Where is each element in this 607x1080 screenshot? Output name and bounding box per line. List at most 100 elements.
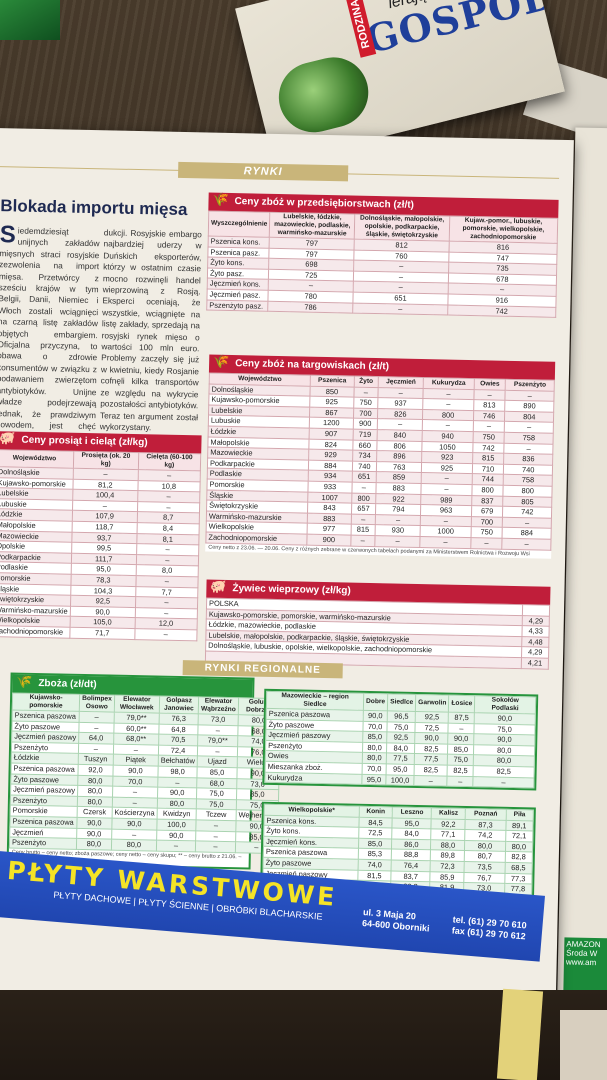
table-cell: 89,8 [430, 850, 465, 862]
table-cell: 786 [268, 300, 354, 314]
article-column-2: dukcji. Rosyjskie embargo najbardziej ud… [100, 227, 202, 434]
table-cell: 742 [447, 304, 556, 318]
column-header: Kujaw.-pomor., lubuskie, pomorskie, wiel… [449, 216, 558, 244]
table-cell: 73,0 [198, 713, 239, 726]
ad-phone: tel. (61) 29 70 610 fax (61) 29 70 612 [451, 914, 527, 942]
table-cell: 900 [307, 534, 351, 546]
table-cell: 72,5 [358, 827, 393, 839]
table-cell: 4,29 [521, 647, 549, 659]
table-title: Żywiec wieprzowy (zł/kg) [232, 583, 351, 597]
table-cell: 72,1 [505, 830, 533, 842]
data-table: Województwo Prosięta (ok. 20 kg) Cielęta (… [0, 449, 201, 641]
table-cell: 88,8 [391, 849, 431, 861]
table-cell: – [473, 389, 506, 401]
data-table: Województwo Pszenica Żyto Jęczmień Kukurydza… [205, 373, 555, 551]
table-cell: 76,4 [391, 859, 431, 872]
table-cell: 74,2 [465, 829, 506, 842]
table-cell: 750 [472, 431, 505, 443]
table-cell: 89,1 [505, 819, 534, 832]
table-cell: 82,5 [414, 743, 449, 755]
pig-icon: 🐖 [0, 430, 16, 446]
table-cell: 95,0 [392, 817, 432, 829]
table-cell: 90,0 [157, 787, 197, 799]
table-cell: Jęczmień pasz. [206, 288, 269, 301]
table-cell: Warmińsko-mazurskie [0, 604, 71, 617]
table-cell: Żyto pasz. [207, 267, 269, 280]
table-cell: – [350, 534, 376, 547]
table-cell: 660 [352, 439, 378, 451]
table-cell: Podlaskie [0, 561, 72, 575]
column-header: Żyto [353, 376, 379, 388]
table-cell: 900 [352, 418, 378, 430]
column-header: Owies [473, 378, 506, 390]
table-cell: 70,0 [362, 720, 388, 733]
table-cell: 815 [350, 524, 376, 536]
table-title: Ceny zbóż na targowiskach (zł/t) [235, 358, 390, 373]
table-cell: – [413, 775, 448, 787]
column-header: Kalisz [431, 807, 466, 820]
table-cell: 80,0 [76, 838, 112, 850]
table-cell: – [420, 536, 471, 549]
table-cell: 71,7 [69, 627, 135, 640]
article-text-1: iedemdziesiąt unijnych zakładów mięsnych… [0, 225, 100, 454]
table-cell: 651 [351, 471, 377, 483]
table-cell: 700 [353, 407, 378, 419]
table-cell: Jęczmień kons. [207, 278, 269, 291]
table-cell: 80,0 [464, 840, 506, 852]
table-cell: Małopolskie [0, 519, 73, 532]
article-column-1: S iedemdziesiąt unijnych zakładów mięsny… [0, 221, 100, 455]
table-cell: 90,0 [76, 827, 112, 840]
table-cell: 92,2 [431, 818, 466, 830]
table-cell: 90,0 [363, 710, 388, 722]
table-przedsiebiorstwa: 🌾 Ceny zbóż w przedsiębiorstwach (zł/t) W… [206, 192, 559, 318]
pig-icon: 🐖 [210, 578, 227, 594]
table-cell: 77,5 [386, 753, 415, 765]
column-header: Sokołów Podlaski [474, 695, 536, 714]
column-header: Województwo [0, 449, 74, 469]
table-cell: 80,0 [157, 797, 197, 810]
table-cell: Żyto paszowe [11, 720, 80, 733]
table-cell: Pszenica paszowa [12, 710, 80, 723]
table-cell: – [448, 722, 475, 734]
table-cell: 86,0 [391, 838, 432, 851]
column-header: Piła [505, 809, 534, 821]
column-header: Elewator Wąbrzeźno [198, 696, 239, 715]
table-cell: Świętokrzyskie [0, 593, 71, 606]
table-cell: 84,0 [391, 828, 432, 840]
column-header: Prosięta (ok. 20 kg) [73, 451, 139, 470]
table-cell: 746 [473, 410, 506, 422]
table-cell: 100,0 [156, 819, 197, 831]
table-cell: 73,5 [464, 861, 505, 873]
table-cell: – [195, 830, 236, 842]
table-cell: Dolnośląskie [0, 466, 74, 479]
table-cell: 800 [471, 484, 504, 496]
table-cell: 85,0 [362, 731, 387, 743]
table-cell: 710 [472, 463, 505, 475]
table-cell: 90,0 [76, 817, 112, 829]
table-cell: 87,5 [448, 712, 475, 724]
table-cell: Kościerzyna [111, 807, 158, 820]
table-cell: Śląskie [0, 583, 71, 596]
data-table: Mazowieckie – region Siedlce Dobre Siedlce… [264, 691, 536, 789]
table-cell: – [472, 420, 505, 433]
table-cell: Ujazd [197, 756, 238, 768]
table-cell: – [197, 724, 238, 736]
table-cell: Jęczmień paszowy [11, 731, 79, 744]
table-cell: 77,1 [431, 828, 466, 841]
table-cell: 837 [471, 495, 504, 507]
table-cell: 744 [471, 473, 504, 486]
table-cell: 4,48 [521, 636, 549, 648]
table-cell: Pszenica kons. [208, 236, 270, 248]
green-object [0, 0, 60, 40]
table-cell: 657 [351, 503, 376, 515]
table-title: Ceny zbóż w przedsiębiorstwach (zł/t) [234, 196, 415, 211]
table-cell: Kukurydza [264, 771, 363, 785]
table-cell: – [350, 513, 376, 525]
table-cell: 4,21 [521, 657, 549, 669]
table-cell: Tuszyn [78, 753, 114, 766]
table-cell: Jęczmień paszowy [10, 784, 78, 797]
table-cell: Pszenżyto [9, 837, 77, 850]
newspaper-page: RYNKI Blokada importu mięsa S iedemdzies… [0, 128, 574, 1045]
table-cell: – [156, 840, 196, 852]
table-cell: 68,0 [196, 777, 237, 789]
